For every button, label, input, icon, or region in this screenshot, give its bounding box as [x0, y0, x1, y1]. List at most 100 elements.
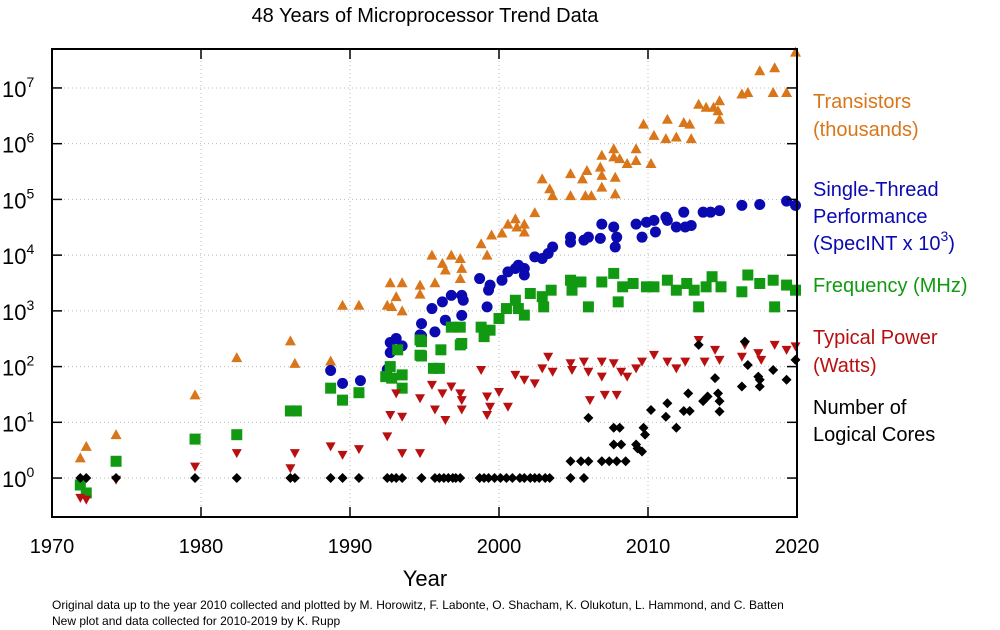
data-point: [337, 473, 348, 484]
data-point: [781, 195, 793, 207]
legend-text: Frequency (MHz): [813, 275, 967, 297]
data-point: [594, 232, 606, 244]
data-point: [608, 359, 619, 369]
data-point: [631, 364, 642, 374]
legend-label: Performance: [813, 206, 928, 228]
data-point: [594, 161, 606, 172]
data-point: [662, 398, 673, 409]
data-point: [485, 402, 496, 412]
y-tick-label: 100: [2, 464, 34, 492]
legend-label: Transistors: [813, 91, 911, 113]
data-point: [596, 276, 608, 288]
data-point: [384, 361, 396, 373]
data-point: [289, 473, 300, 484]
data-point: [769, 62, 781, 73]
data-point: [414, 334, 426, 346]
data-point: [190, 462, 201, 472]
plot-frame: [51, 48, 798, 518]
data-point: [547, 367, 558, 377]
data-point: [481, 301, 493, 313]
data-point: [645, 405, 656, 416]
y-tick-base: 10: [2, 411, 26, 436]
data-point: [446, 382, 457, 392]
data-point: [683, 388, 694, 399]
data-marks: [74, 46, 802, 505]
data-point: [614, 422, 625, 433]
data-point: [384, 277, 396, 288]
x-tick-label: 2010: [626, 536, 671, 558]
data-point: [502, 402, 513, 412]
data-point: [509, 213, 521, 224]
data-point: [754, 277, 766, 289]
x-tick-label: 2000: [477, 536, 522, 558]
data-point: [627, 277, 639, 289]
series-1: [325, 195, 802, 389]
data-point: [596, 357, 607, 367]
data-point: [397, 449, 408, 459]
data-point: [510, 370, 521, 380]
data-point: [231, 473, 242, 484]
data-point: [767, 274, 779, 286]
data-point: [790, 284, 802, 296]
data-point: [483, 473, 494, 484]
legend-text: ): [948, 233, 955, 255]
data-point: [612, 296, 624, 308]
data-point: [611, 231, 623, 243]
legend-label: (SpecINT x 103): [813, 228, 955, 255]
data-point: [445, 289, 457, 301]
data-point: [693, 339, 704, 350]
legend-text: Number of: [813, 397, 907, 419]
data-point: [456, 405, 467, 415]
data-point: [582, 301, 594, 313]
y-tick-exponent: 1: [26, 408, 34, 424]
data-point: [739, 336, 750, 347]
data-point: [189, 389, 201, 400]
data-point: [614, 153, 626, 164]
data-point: [641, 281, 653, 293]
data-point: [436, 296, 448, 308]
data-point: [596, 169, 608, 180]
data-point: [457, 294, 469, 306]
data-point: [414, 279, 426, 290]
data-point: [353, 473, 364, 484]
data-point: [736, 381, 747, 392]
data-point: [325, 473, 336, 484]
data-point: [507, 473, 518, 484]
data-point: [684, 118, 696, 129]
data-point: [81, 495, 92, 505]
data-point: [455, 473, 466, 484]
data-point: [80, 487, 92, 499]
y-tick-base: 10: [2, 188, 26, 213]
legend-text: Typical Power: [813, 327, 938, 349]
y-tick-label: 104: [2, 241, 34, 269]
data-point: [611, 456, 622, 467]
y-tick-exponent: 2: [26, 353, 34, 369]
data-point: [714, 113, 726, 124]
data-point: [416, 473, 427, 484]
y-tick-label: 101: [2, 408, 34, 436]
data-point: [693, 98, 705, 109]
data-point: [742, 269, 754, 281]
y-tick-base: 10: [2, 356, 26, 381]
data-point: [767, 86, 779, 97]
legend-label: Single-Thread: [813, 179, 939, 201]
data-point: [583, 367, 594, 377]
data-point: [565, 274, 577, 286]
data-point: [289, 449, 300, 459]
footnote-1: Original data up to the year 2010 collec…: [52, 598, 784, 612]
y-tick-label: 103: [2, 297, 34, 325]
legend-label: (Watts): [813, 355, 877, 377]
series-2: [74, 267, 802, 499]
data-point: [190, 473, 201, 484]
y-tick-label: 102: [2, 353, 34, 381]
y-tick-exponent: 3: [26, 297, 34, 313]
data-point: [705, 206, 717, 218]
data-point: [416, 318, 428, 330]
data-point: [231, 352, 243, 363]
data-point: [536, 173, 548, 184]
data-point: [781, 86, 793, 97]
data-point: [714, 406, 725, 417]
data-point: [495, 473, 506, 484]
data-point: [661, 113, 673, 124]
data-point: [630, 154, 642, 165]
